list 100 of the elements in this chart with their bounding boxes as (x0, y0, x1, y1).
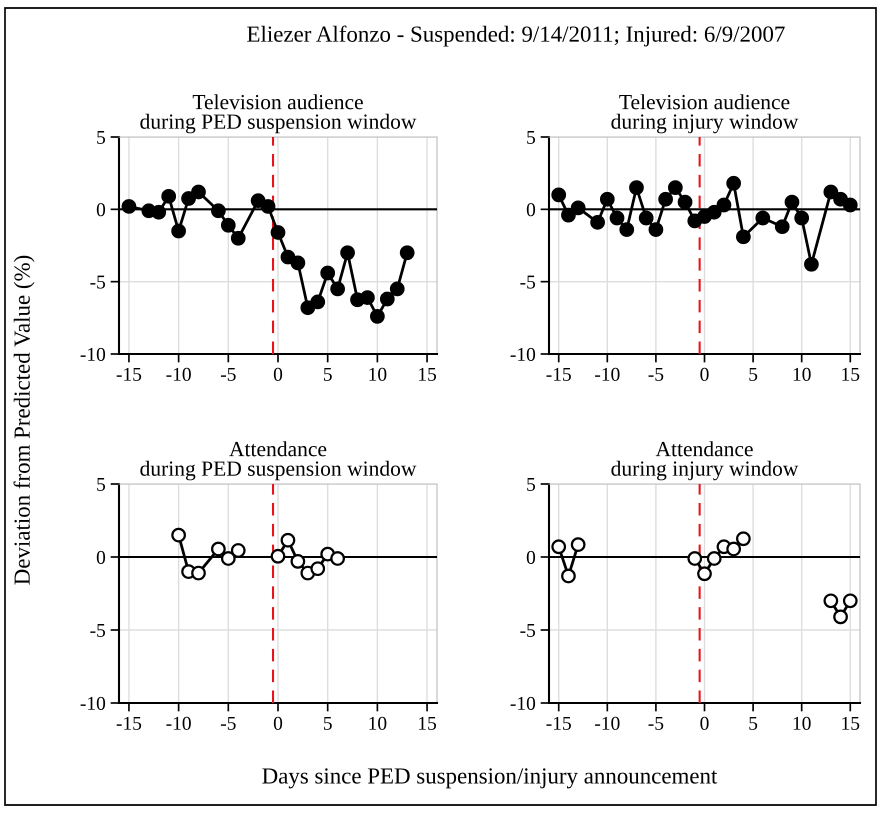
x-axis-title: Days since PED suspension/injury announcement (262, 768, 718, 788)
point (716, 198, 732, 212)
x-tick-label: 10 (794, 716, 811, 730)
point (842, 593, 858, 608)
chart-title: Attendance during PED suspension window (140, 441, 416, 480)
x-tick-label: -15 (116, 368, 142, 381)
point (211, 203, 226, 218)
x-tick-label: -10 (166, 368, 191, 381)
point (330, 282, 345, 296)
x-tick-label: 15 (419, 716, 436, 730)
point (678, 194, 692, 210)
point (230, 230, 246, 246)
point (784, 194, 800, 210)
x-tick-label: -5 (648, 716, 664, 730)
x-tick-label: 10 (369, 368, 386, 381)
x-tick-label: -5 (220, 368, 236, 381)
point (320, 266, 336, 280)
point (300, 300, 316, 316)
x-tick-label: -10 (595, 368, 620, 381)
x-tick-label: -15 (546, 368, 571, 381)
x-tick-label: 5 (749, 368, 758, 381)
point (310, 561, 326, 576)
point (270, 225, 286, 240)
point (600, 192, 615, 207)
x-tick-label: -5 (648, 368, 664, 381)
chart-title: Attendance during injury window (611, 441, 798, 480)
chart-title: Television audience during injury window (611, 94, 798, 134)
y-tick-label: 0 (96, 550, 106, 564)
point (290, 554, 306, 569)
point (400, 245, 415, 260)
x-tick-label: -15 (546, 716, 571, 730)
point (122, 199, 136, 214)
y-tick-label: 5 (97, 131, 106, 144)
y-tick-label: -10 (80, 696, 106, 710)
y-tick-label: -10 (510, 348, 536, 361)
point (360, 290, 375, 305)
point (697, 566, 712, 582)
x-tick-label: -15 (116, 716, 142, 730)
point (794, 210, 810, 226)
point (668, 180, 683, 195)
point (570, 537, 586, 552)
point (250, 193, 266, 208)
y-tick-label: 0 (96, 203, 106, 216)
y-tick-label: -5 (520, 624, 536, 637)
x-tick-label: 0 (700, 716, 709, 730)
x-tick-label: -10 (166, 716, 191, 730)
point (230, 543, 246, 558)
point (561, 568, 576, 584)
point (842, 198, 858, 212)
point (260, 199, 276, 214)
point (220, 551, 236, 566)
point (638, 210, 654, 226)
point (687, 551, 702, 566)
point (823, 593, 838, 608)
chart-title: Television audience during PED suspension window (140, 94, 416, 134)
point (561, 208, 576, 222)
point (755, 210, 770, 226)
x-tick-label: -5 (220, 716, 236, 730)
y-tick-label: 0 (526, 203, 536, 216)
y-tick-label: 5 (527, 131, 536, 144)
y-tick-label: -5 (520, 276, 536, 289)
point (629, 180, 644, 195)
y-tick-label: 5 (97, 478, 106, 491)
point (280, 532, 296, 548)
point (610, 210, 624, 226)
x-tick-label: 5 (324, 368, 332, 381)
point (380, 292, 395, 306)
y-tick-label: -10 (80, 348, 106, 361)
point (171, 224, 186, 238)
point (191, 184, 206, 200)
point (726, 176, 742, 191)
point (270, 548, 286, 564)
x-tick-label: 5 (749, 716, 758, 730)
x-tick-label: -10 (595, 716, 620, 730)
point (390, 282, 405, 296)
point (151, 204, 166, 220)
point (340, 245, 355, 260)
y-axis-title: Deviation from Predicted Value (%) (13, 256, 35, 585)
point (370, 309, 385, 324)
point (220, 218, 236, 233)
point (648, 222, 664, 237)
point (310, 294, 326, 310)
point (191, 566, 206, 580)
point (804, 256, 819, 272)
x-tick-label: 15 (419, 368, 436, 381)
x-tick-label: 10 (369, 716, 386, 730)
point (330, 551, 345, 566)
point (726, 542, 742, 556)
point (619, 222, 634, 237)
x-tick-label: 15 (842, 368, 860, 381)
point (570, 200, 586, 216)
point (706, 204, 722, 220)
y-tick-label: -5 (90, 276, 106, 289)
x-tick-label: 15 (842, 716, 860, 730)
x-tick-label: 0 (274, 716, 282, 730)
point (823, 184, 838, 200)
point (181, 191, 196, 206)
point (774, 219, 790, 234)
x-tick-label: 0 (274, 368, 282, 381)
y-tick-label: -5 (90, 624, 106, 637)
